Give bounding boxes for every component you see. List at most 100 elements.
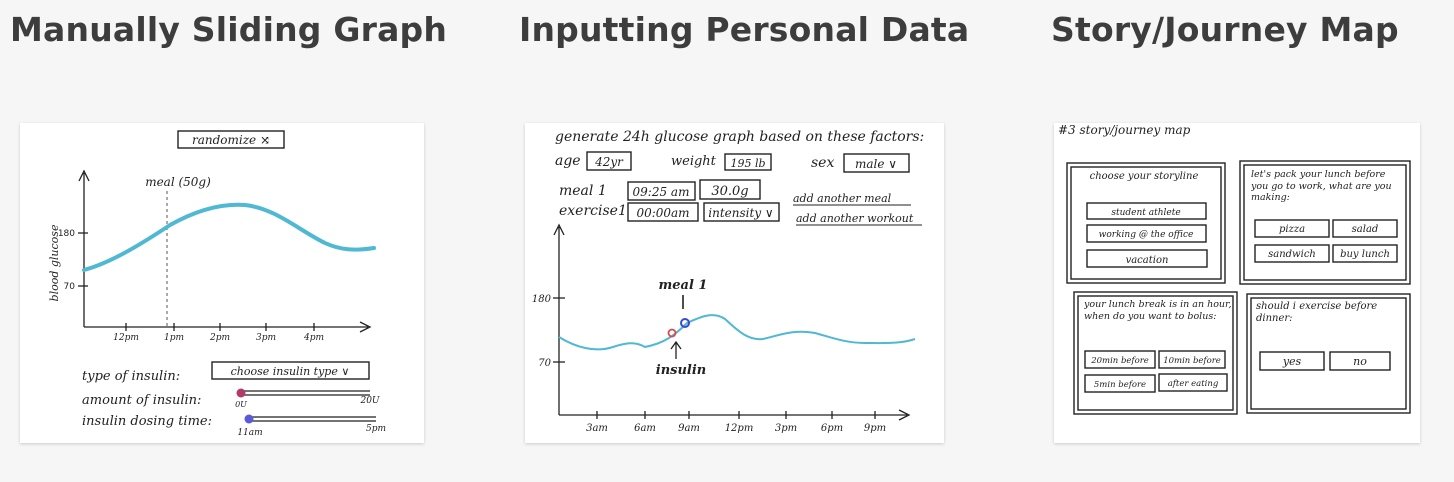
sketch-sliding-graph: randomize ⤨ 180 70 blood glucose 12pm 1p…	[20, 123, 424, 443]
form-heading: generate 24h glucose graph based on thes…	[555, 129, 924, 145]
option-label: after eating	[1168, 379, 1219, 389]
journey-header: #3 story/journey map	[1058, 123, 1191, 137]
y-axis	[78, 169, 90, 327]
sketch-personal-data: generate 24h glucose graph based on thes…	[525, 123, 944, 443]
option-label: vacation	[1126, 255, 1169, 266]
intensity-value: intensity ∨	[708, 206, 773, 220]
option-student-athlete[interactable]: student athlete	[1086, 202, 1207, 220]
add-meal-link[interactable]: add another meal	[793, 192, 911, 206]
insulin-type-select[interactable]: choose insulin type ∨	[211, 361, 370, 380]
x-tick-3pm: 3pm	[256, 333, 276, 343]
option-label: no	[1353, 355, 1367, 368]
panel-lunch: let's pack your lunch before you go to w…	[1239, 160, 1411, 285]
option-label: 10min before	[1163, 356, 1221, 366]
y-axis-label: blood glucose	[48, 224, 61, 301]
amount-slider-knob[interactable]	[236, 388, 246, 398]
insulin-marker-dot	[667, 328, 677, 338]
x-ticks: 12pm 1pm 2pm 3pm 4pm	[113, 323, 324, 343]
amount-label: amount of insulin:	[82, 393, 201, 408]
y-axis	[553, 223, 565, 415]
panel-bolus-title: your lunch break is in an hour, when do …	[1084, 299, 1232, 322]
dosing-time-slider[interactable]	[244, 414, 377, 424]
x-tick-9pm: 9pm	[864, 423, 886, 434]
x-tick-4pm: 4pm	[303, 333, 324, 343]
section-title-sliding-graph: Manually Sliding Graph	[10, 10, 448, 49]
dosing-time-label: insulin dosing time:	[82, 414, 212, 429]
x-tick-3pm: 3pm	[775, 423, 797, 434]
age-field[interactable]: 42yr	[586, 151, 632, 171]
x-tick-1pm: 1pm	[164, 333, 184, 343]
option-20min-before[interactable]: 20min before	[1084, 350, 1156, 369]
x-tick-2pm: 2pm	[209, 333, 230, 343]
x-axis	[559, 409, 911, 421]
x-tick-12pm: 12pm	[113, 333, 139, 343]
y-tick-180: 180	[532, 294, 552, 305]
sketch-journey-map-drawing: #3 story/journey map choose your storyli…	[1058, 123, 1411, 415]
insulin-type-value: choose insulin type ∨	[231, 365, 350, 378]
meal-time-value: 09:25 am	[633, 185, 690, 199]
x-tick-12pm: 12pm	[725, 423, 754, 434]
sex-select[interactable]: male ∨	[843, 153, 910, 173]
option-10min-before[interactable]: 10min before	[1158, 350, 1226, 369]
meal-time-field[interactable]: 09:25 am	[627, 181, 696, 201]
option-no[interactable]: no	[1329, 351, 1391, 371]
y-tick-70: 70	[538, 358, 551, 369]
meal-amount-field[interactable]: 30.0g	[699, 179, 761, 200]
randomize-label: randomize ⤨	[192, 133, 270, 147]
exercise-time-value: 00:00am	[636, 206, 689, 220]
add-workout-link[interactable]: add another workout	[796, 212, 922, 226]
add-meal-label: add another meal	[793, 192, 892, 205]
panel-storyline: choose your storyline student athlete wo…	[1066, 162, 1226, 284]
meal-marker-dot	[680, 318, 690, 328]
option-label: student athlete	[1111, 208, 1180, 218]
weight-field[interactable]: 195 lb	[724, 153, 772, 171]
dosing-min-label: 11am	[237, 428, 262, 438]
exercise-time-field[interactable]: 00:00am	[627, 202, 699, 222]
option-label: buy lunch	[1340, 249, 1390, 260]
intensity-select[interactable]: intensity ∨	[703, 202, 780, 222]
dosing-slider-knob[interactable]	[244, 414, 254, 424]
amount-slider[interactable]	[236, 388, 371, 398]
insulin-type-label: type of insulin:	[82, 369, 180, 384]
x-tick-6pm: 6pm	[821, 423, 843, 434]
y-tick-70: 70	[64, 282, 76, 292]
option-pizza[interactable]: pizza	[1254, 219, 1330, 238]
panel-lunch-title: let's pack your lunch before you go to w…	[1251, 169, 1392, 203]
x-ticks: 3am 6am 9am 12pm 3pm 6pm 9pm	[586, 411, 886, 434]
option-salad[interactable]: salad	[1332, 219, 1398, 238]
glucose-curve	[82, 202, 376, 272]
dosing-max-label: 5pm	[366, 424, 386, 434]
x-tick-3am: 3am	[586, 423, 608, 434]
x-axis	[84, 321, 372, 333]
amount-max-label: 20U	[359, 396, 379, 406]
randomize-button[interactable]: randomize ⤨	[177, 130, 285, 149]
section-title-journey-map: Story/Journey Map	[1051, 10, 1399, 49]
option-vacation[interactable]: vacation	[1086, 249, 1208, 268]
panel-exercise: should i exercise before dinner: yes no	[1246, 293, 1411, 414]
option-buy-lunch[interactable]: buy lunch	[1332, 244, 1398, 263]
add-workout-label: add another workout	[796, 212, 914, 225]
age-label: age	[555, 153, 581, 169]
option-working-office[interactable]: working @ the office	[1086, 224, 1207, 243]
meal-label: meal 1	[559, 183, 607, 199]
sex-value: male ∨	[855, 157, 897, 171]
glucose-curve	[558, 314, 916, 351]
meal-marker-label: meal (50g)	[145, 175, 211, 189]
section-title-personal-data: Inputting Personal Data	[519, 10, 970, 49]
option-label: 5min before	[1094, 380, 1146, 390]
option-label: working @ the office	[1099, 230, 1194, 240]
sex-label: sex	[811, 155, 834, 171]
option-5min-before[interactable]: 5min before	[1084, 374, 1156, 393]
option-label: salad	[1352, 224, 1379, 235]
x-tick-6am: 6am	[634, 423, 656, 434]
panel-storyline-title: choose your storyline	[1089, 171, 1199, 182]
option-sandwich[interactable]: sandwich	[1254, 244, 1330, 263]
meal-marker-label: meal 1	[659, 278, 708, 293]
x-tick-9am: 9am	[678, 423, 700, 434]
option-yes[interactable]: yes	[1259, 351, 1325, 371]
option-label: pizza	[1279, 224, 1305, 235]
option-label: sandwich	[1268, 249, 1316, 260]
option-label: 20min before	[1090, 356, 1149, 366]
meal-amount-value: 30.0g	[711, 184, 748, 199]
option-after-eating[interactable]: after eating	[1158, 373, 1228, 392]
